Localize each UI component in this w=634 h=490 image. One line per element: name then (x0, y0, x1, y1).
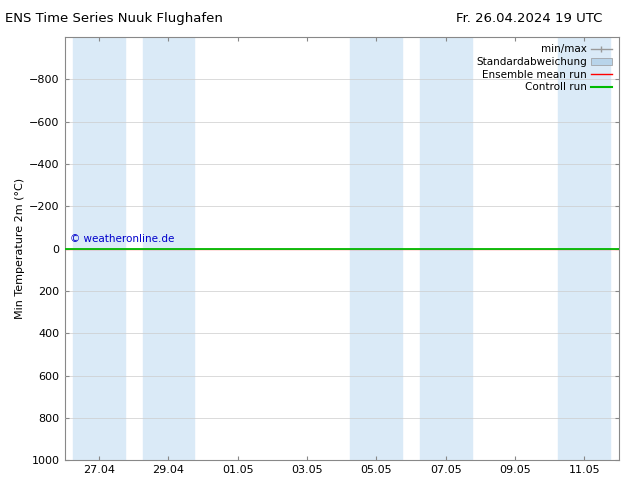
Text: © weatheronline.de: © weatheronline.de (70, 234, 174, 245)
Bar (420, 37, 472, 460)
Bar (559, 37, 611, 460)
Bar (351, 37, 403, 460)
Text: ENS Time Series Nuuk Flughafen: ENS Time Series Nuuk Flughafen (5, 12, 223, 25)
Bar (143, 37, 195, 460)
Y-axis label: Min Temperature 2m (°C): Min Temperature 2m (°C) (15, 178, 25, 319)
Bar (73, 37, 125, 460)
Legend: min/max, Standardabweichung, Ensemble mean run, Controll run: min/max, Standardabweichung, Ensemble me… (474, 42, 614, 94)
Text: Fr. 26.04.2024 19 UTC: Fr. 26.04.2024 19 UTC (456, 12, 603, 25)
